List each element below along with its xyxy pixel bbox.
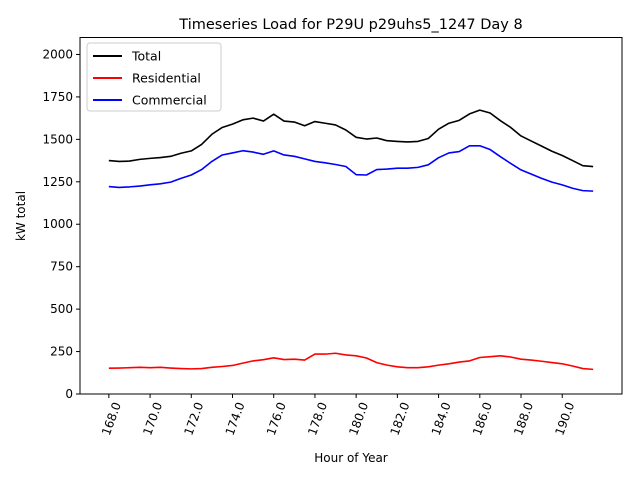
- series-line-residential: [108, 352, 594, 371]
- y-axis-ticks: 0 250 500 750 1000 1250 1500 1750 2000: [42, 47, 80, 401]
- y-tick-label: 250: [50, 345, 73, 359]
- series-layer: [108, 109, 594, 371]
- y-tick-label: 1250: [42, 175, 73, 189]
- y-tick-label: 750: [50, 260, 73, 274]
- legend-label-total: Total: [131, 49, 161, 64]
- y-tick-label: 0: [65, 387, 73, 401]
- y-tick-label: 500: [50, 302, 73, 316]
- y-tick-label: 1750: [42, 90, 73, 104]
- y-axis-label: kW total: [14, 191, 28, 241]
- chart-title: Timeseries Load for P29U p29uhs5_1247 Da…: [178, 17, 522, 33]
- legend-label-commercial: Commercial: [132, 93, 207, 108]
- y-tick-label: 2000: [42, 47, 73, 61]
- x-axis-label: Hour of Year: [314, 451, 388, 465]
- legend-entries: Total Residential Commercial: [93, 49, 207, 108]
- y-tick-label: 1000: [42, 217, 73, 231]
- legend: Total Residential Commercial: [86, 42, 222, 112]
- series-line-total: [108, 109, 594, 168]
- y-tick-label: 1500: [42, 132, 73, 146]
- plot-frame: [79, 37, 623, 395]
- legend-box: [86, 42, 222, 112]
- series-line-commercial: [108, 145, 594, 192]
- legend-label-residential: Residential: [132, 71, 201, 86]
